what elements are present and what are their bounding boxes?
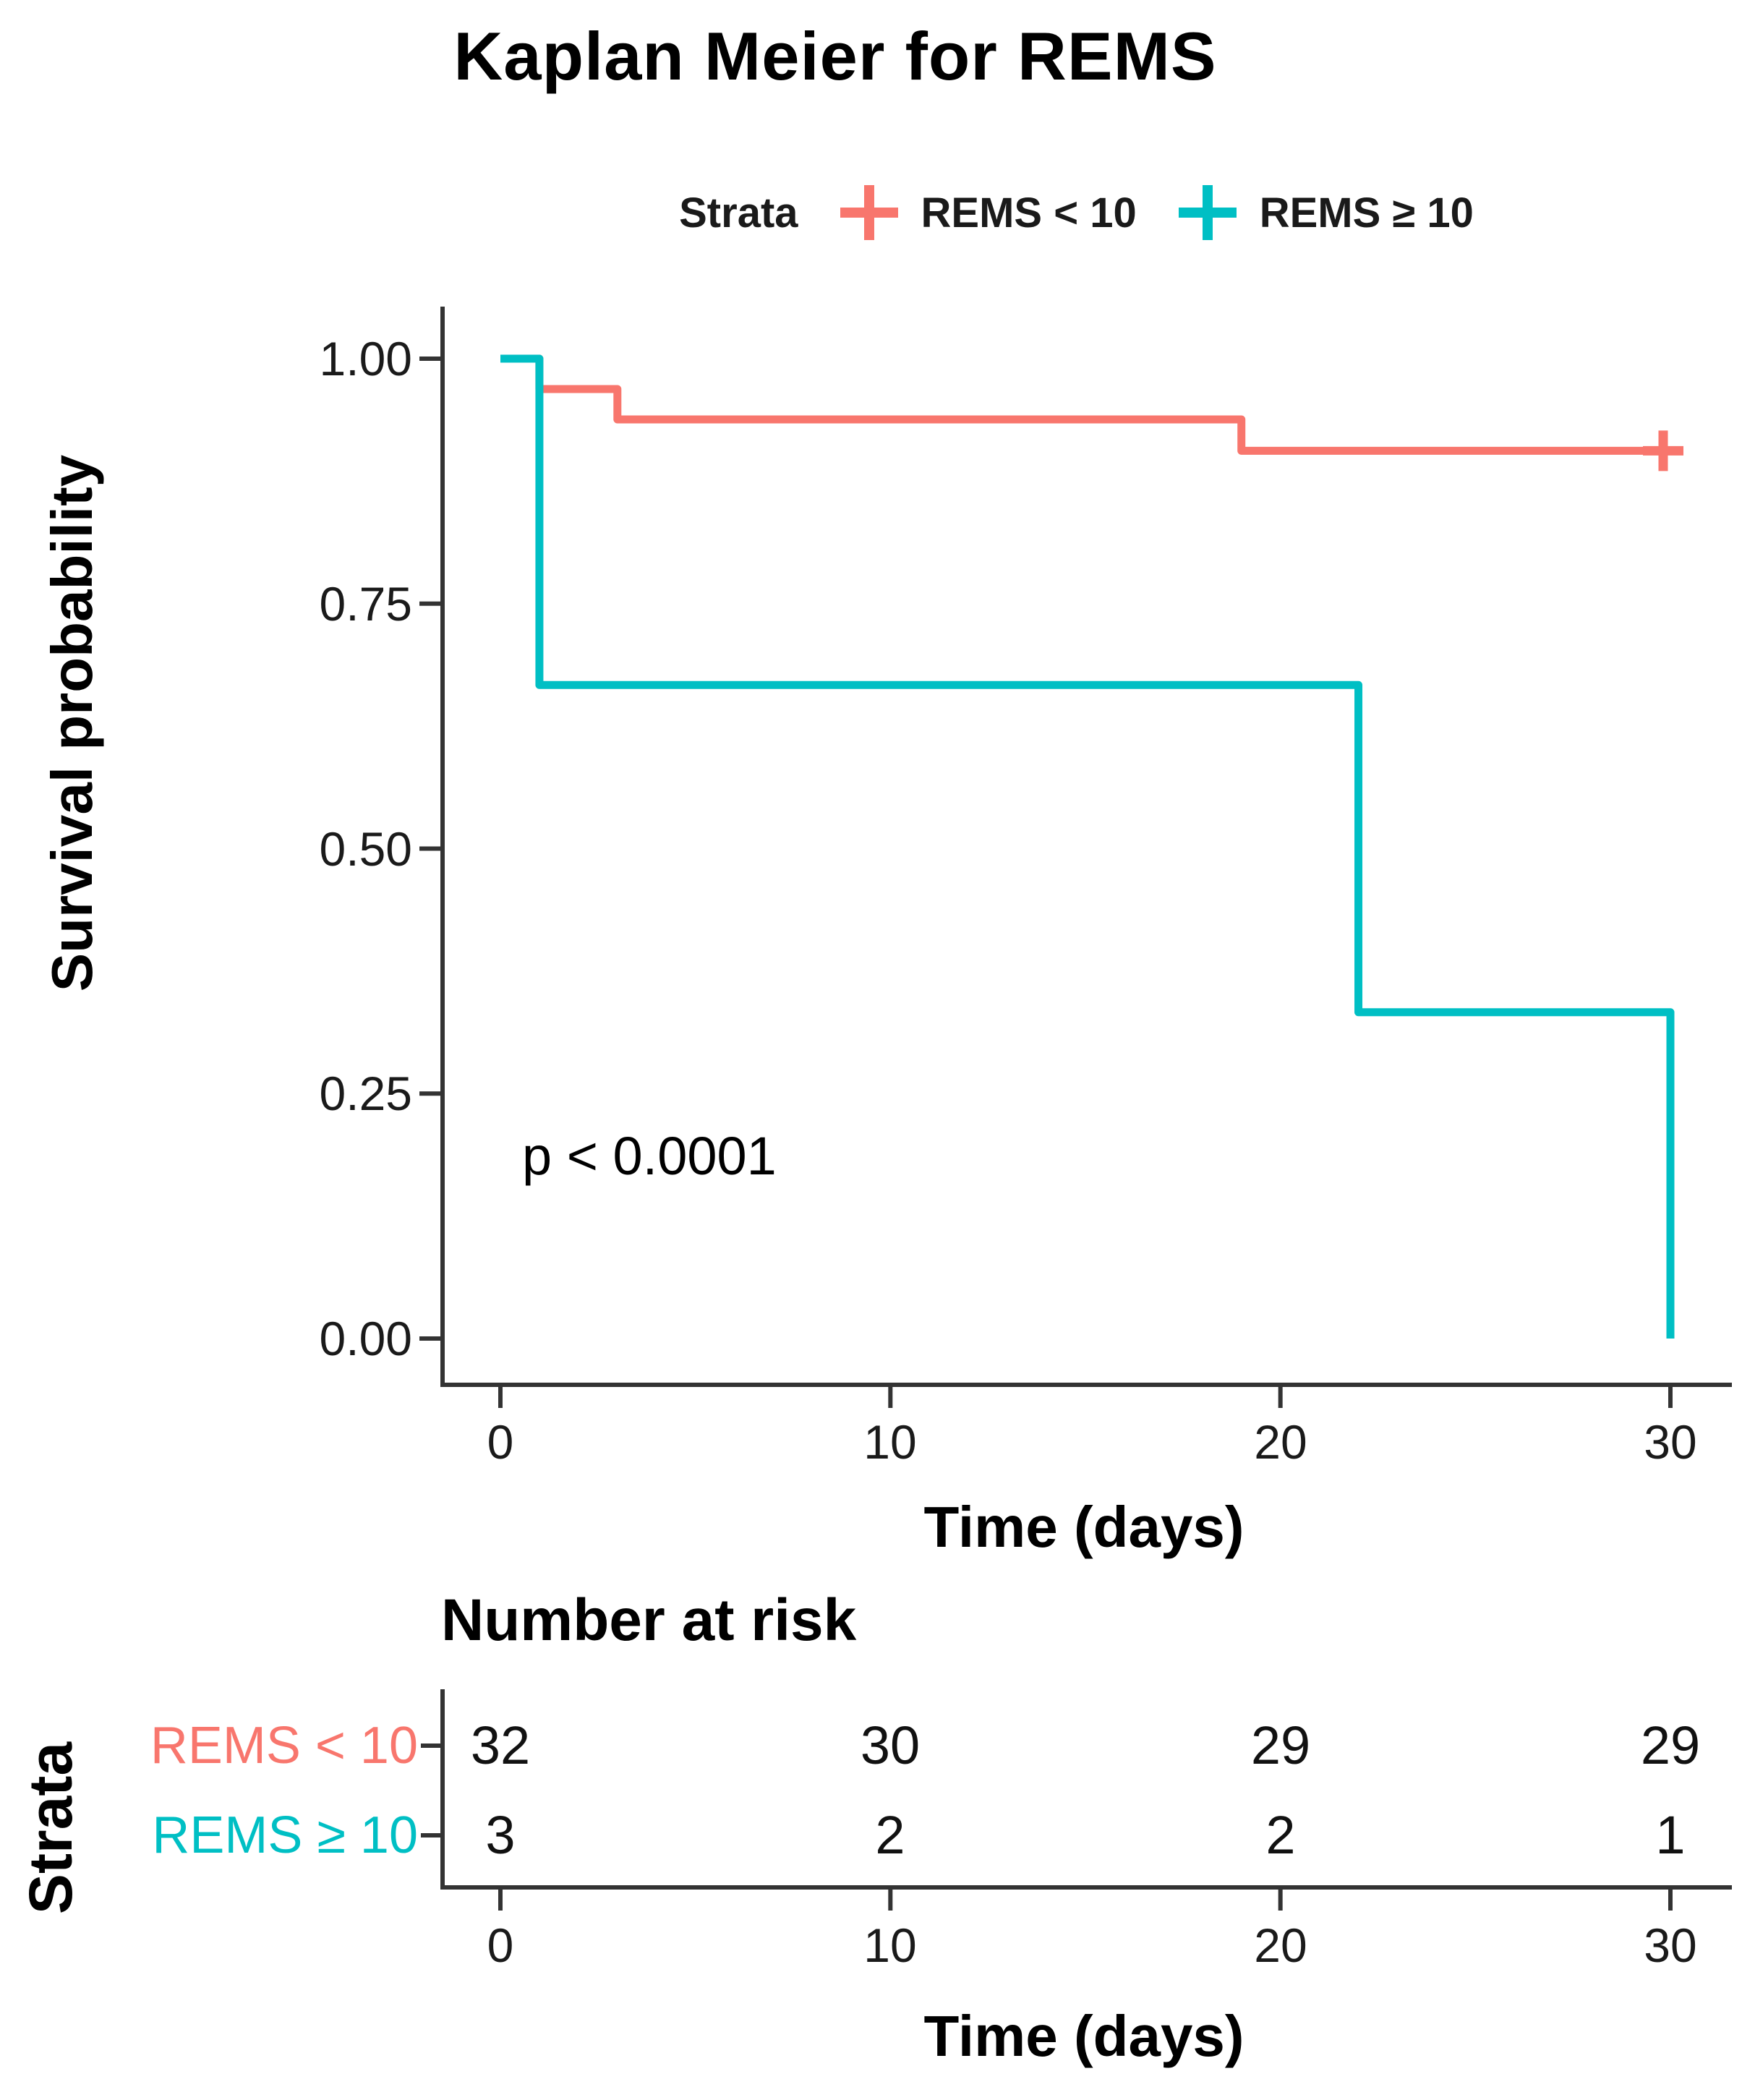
- y-tick-label: 0.50: [319, 822, 412, 876]
- risk-table-axes-lines: [440, 1689, 1732, 1890]
- survival-curve-rems-10: [500, 354, 1670, 455]
- y-tick-label: 1.00: [319, 332, 412, 385]
- legend: Strata REMS < 10 REMS ≥ 10: [408, 175, 1742, 250]
- risk-table-axis-label: Strata: [17, 1741, 85, 1915]
- risk-value: 29: [1640, 1715, 1701, 1775]
- risk-x-tick-label: 0: [487, 1918, 514, 1972]
- x-tick-label: 20: [1254, 1415, 1307, 1469]
- legend-item-rems-ge-10: REMS ≥ 10: [1174, 179, 1474, 246]
- x-tick-label: 10: [863, 1415, 917, 1469]
- risk-value: 29: [1250, 1715, 1311, 1775]
- x-axis-title: Time (days): [923, 1495, 1244, 1559]
- risk-value: 1: [1655, 1805, 1686, 1865]
- x-tick-label: 0: [487, 1415, 514, 1469]
- y-tick-label: 0.25: [319, 1067, 412, 1120]
- x-tick-label: 30: [1644, 1415, 1697, 1469]
- legend-title: Strata: [679, 189, 798, 236]
- y-tick-label: 0.75: [319, 577, 412, 631]
- risk-x-axis-title: Time (days): [923, 2004, 1244, 2068]
- risk-value: 30: [860, 1715, 921, 1775]
- risk-x-tick-label: 10: [863, 1918, 917, 1972]
- chart-title: Kaplan Meier for REMS: [453, 18, 1217, 94]
- censor-plus-icon: [840, 185, 898, 240]
- risk-value: 2: [1265, 1805, 1296, 1865]
- risk-x-tick-label: 20: [1254, 1918, 1307, 1972]
- p-value-annotation: p < 0.0001: [522, 1126, 777, 1186]
- legend-item-label: REMS < 10: [921, 189, 1137, 236]
- risk-row-label-rems-ge-10: REMS ≥ 10: [152, 1806, 418, 1864]
- survival-curve-rems-10: [500, 354, 1675, 1339]
- risk-row-label-rems-lt-10: REMS < 10: [150, 1717, 418, 1775]
- risk-table-title: Number at risk: [441, 1587, 857, 1653]
- y-tick-label: 0.00: [319, 1312, 412, 1365]
- risk-x-tick-label: 30: [1644, 1918, 1697, 1972]
- legend-item-rems-lt-10: REMS < 10: [836, 179, 1137, 246]
- y-axis-title: Survival probability: [40, 454, 104, 992]
- censor-plus-icon: [1178, 185, 1237, 240]
- risk-value: 2: [875, 1805, 905, 1865]
- risk-value: 32: [470, 1715, 531, 1775]
- main-axes-lines: [440, 307, 1732, 1387]
- legend-item-label: REMS ≥ 10: [1259, 189, 1474, 236]
- risk-value: 3: [485, 1805, 516, 1865]
